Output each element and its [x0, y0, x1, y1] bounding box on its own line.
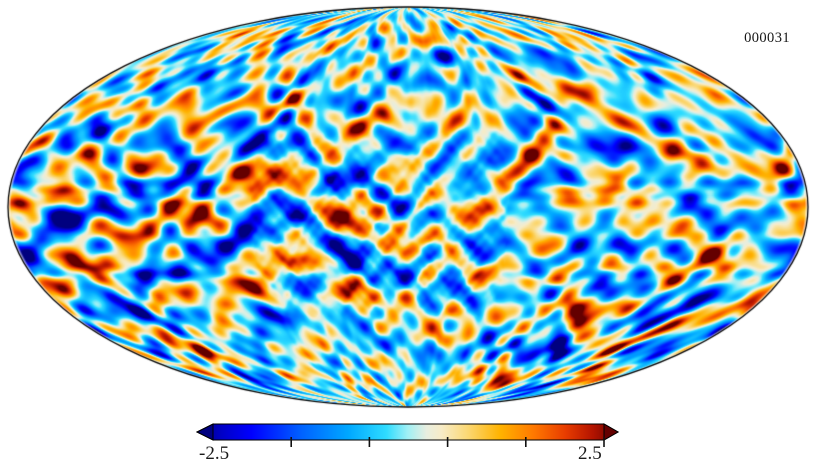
colorbar-min-label: -2.5 [199, 443, 230, 464]
colorbar-max-label: 2.5 [578, 443, 602, 464]
colorbar-extend-arrow-low [195, 423, 214, 441]
colorbar: -2.5 2.5 [0, 412, 817, 474]
colorbar-gradient-bar [195, 423, 620, 441]
colorbar-extend-arrow-high [603, 423, 620, 441]
sky-map-panel [0, 0, 817, 415]
cmb-sky-map [0, 0, 817, 415]
colorbar-graphic [195, 423, 620, 447]
